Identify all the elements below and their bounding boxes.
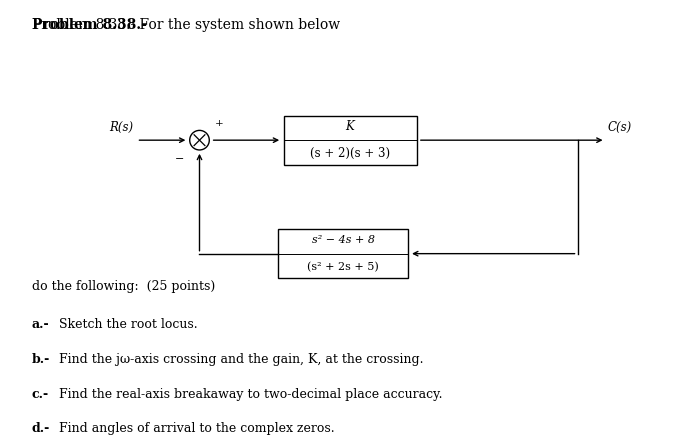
Text: Sketch the root locus.: Sketch the root locus. xyxy=(55,318,197,331)
Text: b.-: b.- xyxy=(32,353,50,366)
Text: Problem 8.38.-: Problem 8.38.- xyxy=(32,18,146,32)
Text: c.-: c.- xyxy=(32,388,48,400)
Text: +: + xyxy=(215,119,223,128)
Text: d.-: d.- xyxy=(32,422,50,435)
Text: R(s): R(s) xyxy=(109,121,133,134)
Text: Find angles of arrival to the complex zeros.: Find angles of arrival to the complex ze… xyxy=(55,422,335,435)
Text: (s² + 2s + 5): (s² + 2s + 5) xyxy=(307,262,379,272)
Text: s² − 4s + 8: s² − 4s + 8 xyxy=(312,235,374,246)
Text: (s + 2)(s + 3): (s + 2)(s + 3) xyxy=(310,147,390,160)
Text: C(s): C(s) xyxy=(608,121,632,134)
Bar xyxy=(279,229,407,278)
Ellipse shape xyxy=(190,130,209,150)
Text: Find the real-axis breakaway to two-decimal place accuracy.: Find the real-axis breakaway to two-deci… xyxy=(55,388,442,400)
Text: a.-: a.- xyxy=(32,318,49,331)
Bar xyxy=(284,116,416,165)
Text: −: − xyxy=(175,154,184,164)
Text: K: K xyxy=(346,121,354,134)
Text: do the following:  (25 points): do the following: (25 points) xyxy=(32,280,215,293)
Text: Problem 8.38.- For the system shown below: Problem 8.38.- For the system shown belo… xyxy=(32,18,340,32)
Text: Find the jω-axis crossing and the gain, K, at the crossing.: Find the jω-axis crossing and the gain, … xyxy=(55,353,424,366)
